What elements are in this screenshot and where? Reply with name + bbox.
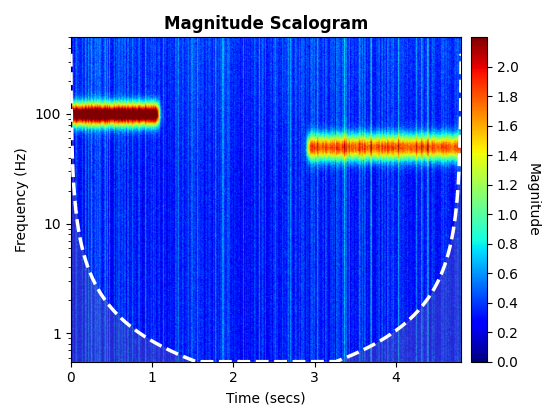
Y-axis label: Frequency (Hz): Frequency (Hz) <box>15 147 29 252</box>
X-axis label: Time (secs): Time (secs) <box>226 391 306 405</box>
Y-axis label: Magnitude: Magnitude <box>525 163 539 236</box>
Title: Magnitude Scalogram: Magnitude Scalogram <box>164 15 368 33</box>
